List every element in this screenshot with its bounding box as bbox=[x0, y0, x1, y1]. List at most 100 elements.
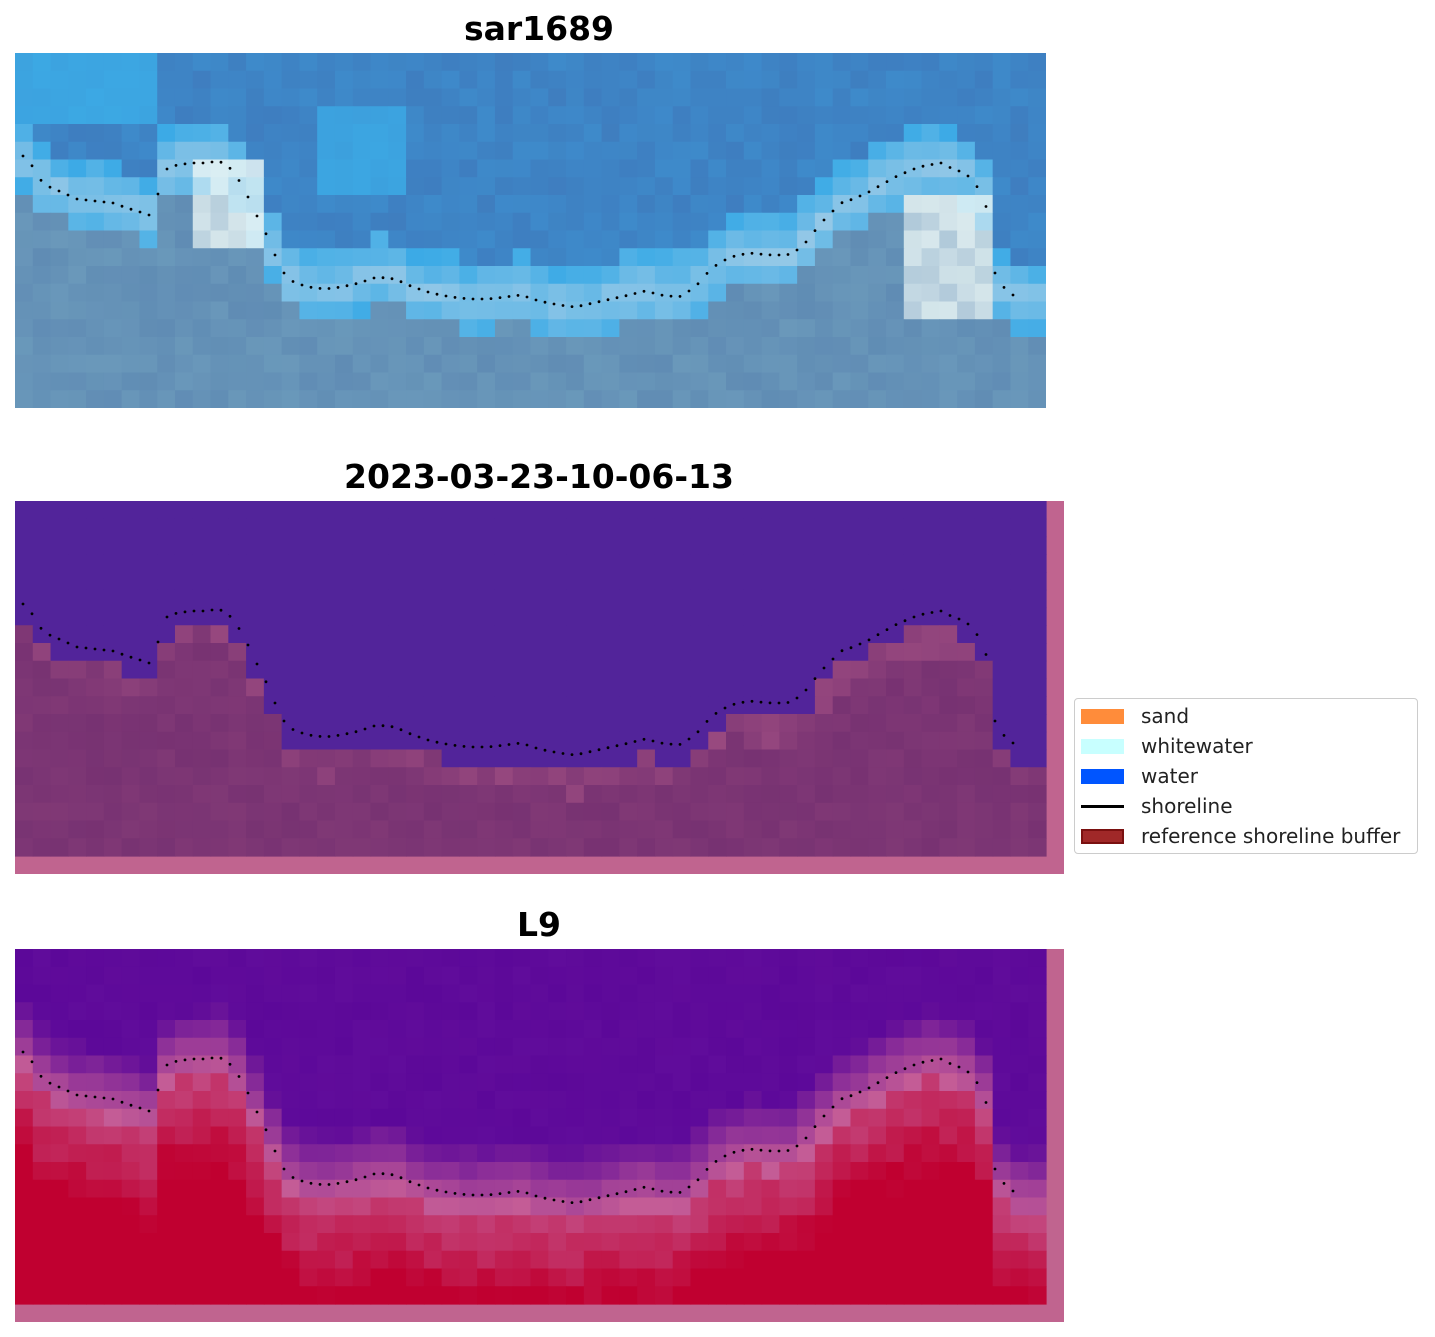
shoreline-dot bbox=[759, 252, 763, 256]
shoreline-dot bbox=[300, 283, 304, 287]
shoreline-dot bbox=[336, 1182, 340, 1185]
shoreline-dot bbox=[399, 728, 403, 732]
shoreline-dot bbox=[192, 609, 196, 613]
shoreline-dot bbox=[993, 1167, 997, 1171]
shoreline-dot bbox=[147, 1109, 151, 1113]
shoreline-dot bbox=[534, 746, 538, 750]
shoreline-dot bbox=[192, 161, 196, 165]
shoreline-dot bbox=[696, 730, 700, 734]
shoreline-dot bbox=[651, 1187, 655, 1191]
shoreline-dot bbox=[336, 734, 340, 737]
shoreline-dot bbox=[912, 167, 916, 171]
shoreline-dot bbox=[687, 737, 691, 741]
shoreline-dot bbox=[849, 1094, 853, 1098]
shoreline-dot bbox=[813, 677, 817, 680]
shoreline-dot bbox=[615, 744, 619, 748]
shoreline-dot bbox=[588, 302, 592, 306]
shoreline-dot bbox=[462, 745, 466, 748]
shoreline-dot bbox=[867, 1086, 871, 1090]
shoreline-dot bbox=[651, 291, 655, 295]
shoreline-dot bbox=[642, 737, 646, 741]
shoreline-dot bbox=[93, 1095, 97, 1099]
shoreline-dot bbox=[471, 297, 475, 301]
shoreline-dot bbox=[75, 1093, 79, 1097]
rgb-pixel-grid bbox=[15, 53, 1046, 408]
index-image-panel bbox=[15, 949, 1064, 1322]
shoreline-dot bbox=[930, 611, 934, 614]
shoreline-dot bbox=[228, 166, 232, 170]
shoreline-dot bbox=[183, 1058, 187, 1062]
legend-item-shoreline: shoreline bbox=[1081, 793, 1233, 819]
shoreline-dot bbox=[174, 164, 178, 167]
shoreline-dot bbox=[498, 1192, 502, 1195]
shoreline-dot bbox=[894, 175, 898, 178]
shoreline-dot bbox=[381, 724, 385, 728]
shoreline-dot bbox=[480, 1193, 484, 1197]
shoreline-dot bbox=[867, 190, 871, 194]
shoreline-dot bbox=[939, 609, 943, 613]
shoreline-dot bbox=[264, 232, 268, 236]
shoreline-dot bbox=[732, 702, 736, 706]
shoreline-dot bbox=[174, 1060, 178, 1063]
shoreline-dot bbox=[696, 1178, 700, 1182]
shoreline-dot bbox=[606, 746, 610, 750]
shoreline-dot bbox=[111, 649, 115, 653]
shoreline-dot bbox=[507, 1191, 511, 1194]
shoreline-dot bbox=[750, 251, 754, 255]
shoreline-dot bbox=[921, 612, 925, 616]
shoreline-dot bbox=[372, 724, 376, 728]
shoreline-line-swatch bbox=[1081, 799, 1124, 814]
shoreline-dot bbox=[813, 229, 817, 233]
shoreline-dot bbox=[309, 733, 313, 737]
classification-image bbox=[15, 501, 1064, 874]
shoreline-dot bbox=[678, 295, 682, 298]
shoreline-dot bbox=[147, 661, 151, 665]
shoreline-dot bbox=[471, 745, 475, 749]
shoreline-dot bbox=[336, 286, 340, 289]
shoreline-dot bbox=[426, 738, 430, 742]
water-index-image bbox=[15, 949, 1064, 1322]
shoreline-dot bbox=[390, 725, 394, 729]
shoreline-dot bbox=[57, 1085, 61, 1089]
shoreline-dot bbox=[219, 608, 223, 612]
shoreline-dot bbox=[948, 1062, 952, 1065]
rgb-satellite-image bbox=[15, 53, 1046, 408]
shoreline-dot bbox=[948, 614, 952, 617]
shoreline-dot bbox=[237, 627, 241, 630]
shoreline-dot bbox=[552, 750, 556, 754]
shoreline-dot bbox=[426, 290, 430, 294]
shoreline-dot bbox=[453, 296, 457, 299]
shoreline-dot bbox=[840, 1097, 844, 1101]
shoreline-dot bbox=[867, 638, 871, 642]
shoreline-dot bbox=[678, 1191, 682, 1194]
shoreline-dot bbox=[219, 1056, 223, 1060]
shoreline-dot bbox=[372, 1172, 376, 1176]
shoreline-dot bbox=[669, 742, 673, 746]
reference-buffer-swatch bbox=[1081, 828, 1124, 844]
shoreline-dot bbox=[57, 189, 61, 193]
shoreline-dot bbox=[390, 1173, 394, 1177]
shoreline-dot bbox=[1002, 1182, 1006, 1185]
shoreline-dot bbox=[615, 1192, 619, 1196]
shoreline-dot bbox=[120, 204, 124, 208]
shoreline-dot bbox=[273, 253, 277, 257]
shoreline-dots bbox=[21, 1050, 1015, 1204]
shoreline-dot bbox=[255, 1110, 259, 1114]
shoreline-dot bbox=[903, 619, 907, 623]
shoreline-dot bbox=[804, 1136, 808, 1140]
shoreline-dot bbox=[255, 662, 259, 666]
shoreline-dot bbox=[309, 285, 313, 289]
classification-image-panel bbox=[15, 501, 1064, 874]
shoreline-dot bbox=[309, 1181, 313, 1185]
shoreline-dot bbox=[156, 192, 160, 196]
shoreline-dot bbox=[660, 1189, 664, 1193]
shoreline-dot bbox=[318, 287, 322, 290]
shoreline-dot bbox=[75, 645, 79, 649]
shoreline-dot bbox=[975, 633, 979, 636]
shoreline-dot bbox=[687, 1185, 691, 1189]
shoreline-dot bbox=[993, 719, 997, 723]
shoreline-dot bbox=[399, 1176, 403, 1180]
shoreline-dot bbox=[444, 294, 448, 298]
shoreline-dot bbox=[1011, 293, 1015, 297]
index-pixel-grid bbox=[15, 949, 1047, 1305]
